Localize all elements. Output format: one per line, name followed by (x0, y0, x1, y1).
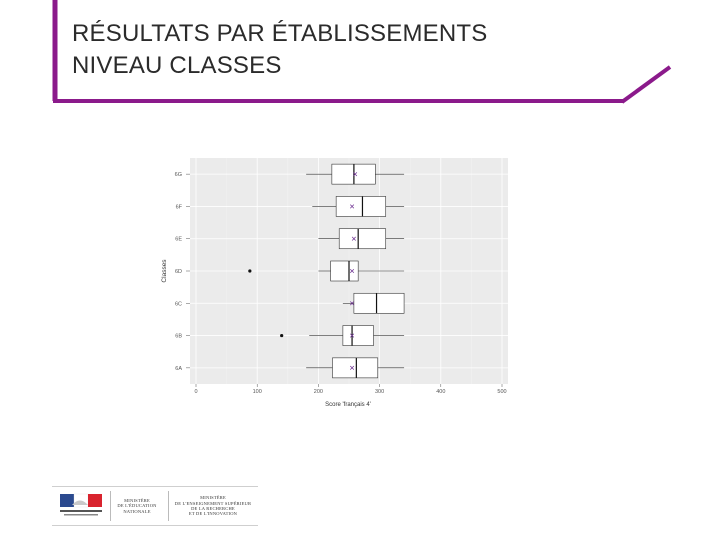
logo2-line4: ET DE L'INNOVATION (188, 511, 238, 517)
mean-marker (350, 365, 355, 370)
logo1-line1: MINISTÈRE (124, 497, 150, 503)
x-tick-label: 0 (194, 389, 197, 395)
mean-marker (350, 333, 355, 338)
boxplot-svg: 6G 6F 6E 6D 6C 6B 6A 0 100 200 300 400 500 Score 'f… (161, 158, 508, 408)
x-tick-label: 200 (314, 389, 323, 395)
box-6E (338, 228, 387, 250)
mean-marker (350, 204, 355, 209)
y-tick-label: 6F (176, 204, 183, 210)
logo-enseignement-superieur: MINISTÈRE DE L'ENSEIGNEMENT SUPÉRIEUR DE… (170, 491, 256, 521)
logo2-line1: MINISTÈRE (200, 495, 226, 501)
logo1-line2: DE L'ÉDUCATION (117, 503, 157, 509)
x-tick-label: 100 (253, 389, 262, 395)
x-tick-label: 500 (497, 389, 506, 395)
mean-marker (351, 236, 356, 241)
outlier-point (248, 269, 252, 273)
mean-marker (350, 301, 355, 306)
logo1-line3: NATIONALE (123, 508, 151, 514)
marianne-logo-icon (60, 493, 102, 516)
header-frame (52, 0, 672, 104)
y-tick-label: 6B (175, 334, 182, 340)
box-6C (353, 292, 405, 314)
box-6F (335, 196, 387, 217)
mean-marker (350, 268, 355, 274)
slide-title-line1: RÉSULTATS PAR ÉTABLISSEMENTS (72, 20, 488, 47)
x-tick-label: 300 (375, 389, 384, 395)
box-6A (332, 357, 379, 379)
box-6D (330, 260, 359, 282)
slide-title: RÉSULTATS PAR ÉTABLISSEMENTS NIVEAU CLAS… (72, 18, 487, 82)
box-6B (342, 325, 374, 346)
outlier-point (280, 333, 284, 338)
x-tick-labels: 0 100 200 300 400 500 (194, 384, 507, 395)
boxplot-chart: 6G 6F 6E 6D 6C 6B 6A 0 100 200 300 400 500 Score 'f… (150, 140, 520, 420)
logo-separator-2 (168, 491, 169, 521)
x-tick-label: 400 (436, 389, 445, 395)
y-tick-label: 6G (175, 172, 182, 178)
footer-logos: MINISTÈRE DE L'ÉDUCATION NATIONALE MINIS… (52, 486, 258, 526)
box-series (248, 163, 405, 379)
logo-separator (110, 491, 111, 521)
logo2-line3: DE LA RECHERCHE (191, 506, 235, 511)
y-tick-label: 6D (175, 269, 182, 275)
y-tick-label: 6A (175, 366, 182, 372)
x-axis-label: Score 'français 4' (325, 402, 371, 408)
mean-marker (353, 172, 358, 177)
logo2-line2: DE L'ENSEIGNEMENT SUPÉRIEUR (174, 500, 252, 506)
slide-title-line2: NIVEAU CLASSES (72, 52, 282, 79)
y-tick-label: 6C (175, 301, 182, 307)
y-tick-label: 6E (175, 237, 182, 243)
logo-education-nationale: MINISTÈRE DE L'ÉDUCATION NATIONALE (112, 491, 162, 521)
y-axis-label: Classes (161, 259, 168, 283)
y-tick-labels: 6G 6F 6E 6D 6C 6B 6A (175, 172, 190, 372)
accent-diagonal-line (620, 65, 672, 104)
